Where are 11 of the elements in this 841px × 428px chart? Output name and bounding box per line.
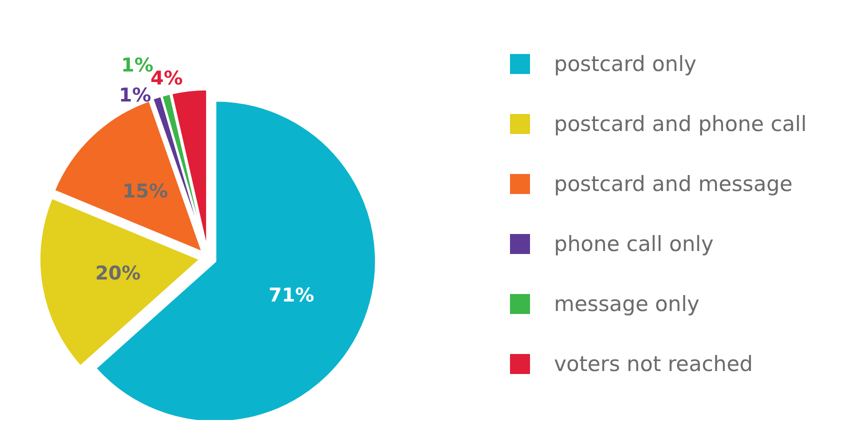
data-label: 20%	[95, 262, 141, 284]
legend-label: phone call only	[554, 232, 714, 256]
data-label: 1%	[121, 54, 154, 77]
data-label: 71%	[268, 284, 314, 306]
legend-label: postcard only	[554, 52, 696, 76]
data-label: 1%	[118, 84, 152, 106]
data-label: 15%	[122, 180, 168, 203]
legend-label: voters not reached	[554, 352, 753, 376]
legend-label: postcard and message	[554, 172, 793, 196]
legend-label: postcard and phone call	[554, 112, 807, 136]
legend-label: message only	[554, 292, 700, 316]
